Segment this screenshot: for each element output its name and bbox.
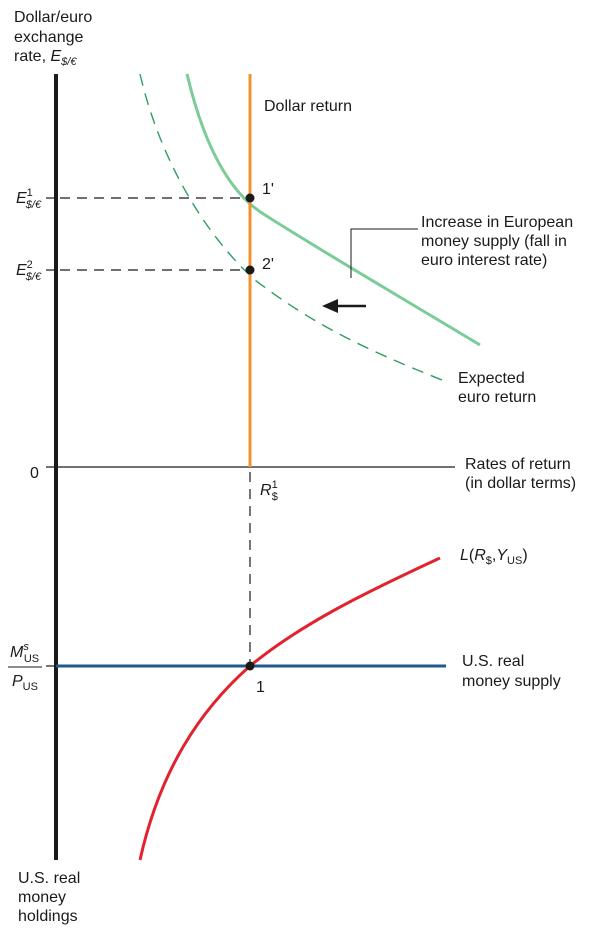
annotation-leader-line bbox=[350, 228, 418, 278]
rates-axis-label-line1: Rates of return bbox=[465, 456, 571, 473]
annotation-line1: Increase in European bbox=[421, 214, 573, 231]
money-demand-curve bbox=[138, 556, 441, 861]
dollar-return-label: Dollar return bbox=[264, 98, 352, 115]
holdings-label-line2: money bbox=[18, 889, 66, 906]
equilibrium-point-2-prime bbox=[245, 265, 255, 275]
annotation-line2: money supply (fall in bbox=[421, 233, 567, 250]
point-2-prime-label: 2' bbox=[262, 256, 274, 273]
money-demand-label: L(R$,YUS) bbox=[460, 547, 528, 567]
yaxis-label-line2: exchange bbox=[14, 29, 83, 46]
yaxis-label-line3: rate, E$/€ bbox=[14, 48, 77, 68]
holdings-label-line3: holdings bbox=[18, 908, 78, 925]
r-dollar-1-label: R1 $ bbox=[260, 479, 278, 503]
us-money-supply-label-line2: money supply bbox=[462, 673, 561, 690]
expected-return-label-line1: Expected bbox=[458, 370, 525, 387]
equilibrium-point-1-prime bbox=[245, 193, 255, 203]
ms-us-numerator: Ms US bbox=[10, 641, 39, 665]
yaxis-label-line1: Dollar/euro bbox=[14, 9, 92, 26]
expected-return-label-line2: euro return bbox=[458, 389, 536, 406]
expected-euro-return-initial-curve bbox=[185, 73, 481, 347]
p-us-denominator: PUS bbox=[12, 673, 38, 693]
rates-axis-label-line2: (in dollar terms) bbox=[465, 475, 576, 492]
holdings-label-line1: U.S. real bbox=[18, 870, 80, 887]
annotation-line3: euro interest rate) bbox=[421, 252, 547, 269]
e1-label: E1 $/€ bbox=[16, 187, 42, 211]
point-1-prime-label: 1' bbox=[262, 181, 274, 198]
shift-arrow-head bbox=[322, 299, 338, 313]
expected-euro-return-shifted-curve bbox=[139, 73, 443, 381]
e2-label: E2 $/€ bbox=[16, 259, 42, 283]
point-1-label: 1 bbox=[256, 679, 265, 696]
us-money-supply-label-line1: U.S. real bbox=[462, 653, 524, 670]
equilibrium-point-1 bbox=[245, 661, 255, 671]
origin-zero-label: 0 bbox=[30, 465, 39, 482]
